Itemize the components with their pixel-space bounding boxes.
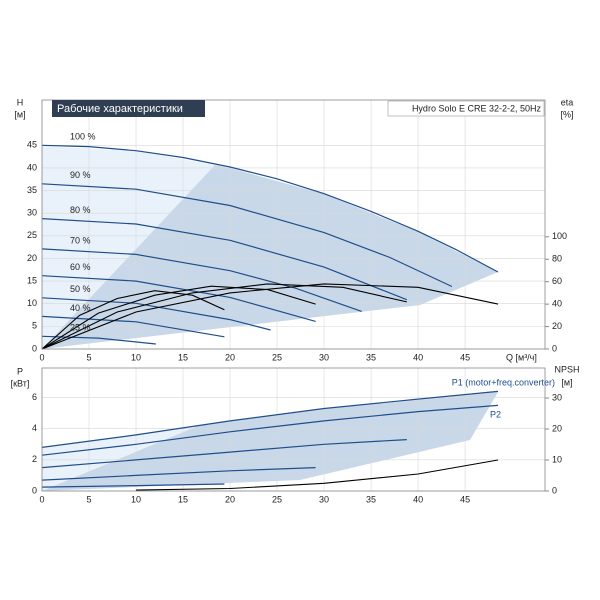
y2-label: NPSH: [554, 364, 579, 374]
x-tick-label: 10: [131, 352, 141, 362]
x-tick-label: 25: [272, 352, 282, 362]
series-line: [41, 283, 499, 350]
x-tick-label: 30: [319, 494, 329, 504]
marks: [41, 100, 545, 492]
y-tick-label: 0: [32, 343, 37, 353]
subtitle-box: [387, 100, 545, 117]
y-tick-label: 2: [32, 454, 37, 464]
y-tick-label: 45: [27, 140, 37, 150]
y2-tick-label: 30: [552, 392, 562, 402]
x-tick-label: 20: [225, 352, 235, 362]
y-tick-label: 6: [32, 392, 37, 402]
y2-tick-label: 0: [552, 343, 557, 353]
y-tick-label: 4: [32, 423, 37, 433]
x-tick-label: 40: [413, 352, 423, 362]
series-line: [41, 285, 316, 350]
x-tick-label: 5: [87, 494, 92, 504]
x-tick-label: 35: [366, 494, 376, 504]
y-tick-label: 35: [27, 185, 37, 195]
y-tick-label: 40: [27, 162, 37, 172]
y-label: P: [17, 366, 23, 376]
x-tick-label: 40: [413, 494, 423, 504]
x-tick-label: 5: [87, 352, 92, 362]
y2-tick-label: 20: [552, 423, 562, 433]
area-light: [42, 146, 215, 349]
series-line: [41, 483, 225, 488]
y2-tick-label: 100: [552, 231, 567, 241]
series-label: 50 %: [70, 284, 91, 294]
x-tick-label: 30: [319, 352, 329, 362]
y2-tick-label: 0: [552, 485, 557, 495]
y2-unit: [м]: [561, 377, 572, 387]
y-tick-label: 25: [27, 230, 37, 240]
y2-unit: [%]: [560, 109, 573, 119]
y2-tick-label: 20: [552, 321, 562, 331]
x-tick-label: 0: [39, 352, 44, 362]
x-label: Q [м³/ч]: [506, 352, 537, 362]
y-tick-label: 5: [32, 321, 37, 331]
title-box: [52, 100, 205, 117]
series-line: [41, 290, 225, 350]
series-label: 70 %: [70, 235, 91, 245]
x-tick-label: 25: [272, 494, 282, 504]
series-line: [41, 404, 499, 456]
y-tick-label: 15: [27, 275, 37, 285]
x-tick-label: 45: [460, 352, 470, 362]
y-label: H: [17, 97, 24, 107]
y2-tick-label: 80: [552, 254, 562, 264]
x-tick-label: 35: [366, 352, 376, 362]
y2-tick-label: 40: [552, 299, 562, 309]
x-tick-label: 15: [178, 494, 188, 504]
y-tick-label: 30: [27, 208, 37, 218]
y-unit: [кВт]: [11, 378, 30, 388]
y-tick-label: 10: [27, 298, 37, 308]
series-line: [135, 459, 499, 491]
series-label: 40 %: [70, 303, 91, 313]
y2-tick-label: 60: [552, 276, 562, 286]
series-label: 25 %: [70, 323, 91, 333]
series-line: [41, 315, 225, 338]
series-line: [41, 439, 407, 469]
x-tick-label: 45: [460, 494, 470, 504]
series-line: [41, 183, 453, 288]
chart-title: Рабочие характеристики: [57, 103, 183, 115]
series-line: [41, 283, 407, 350]
x-tick-label: 0: [39, 494, 44, 504]
series-line: [41, 248, 362, 312]
series-label: 80 %: [70, 205, 91, 215]
x-tick-label: 20: [225, 494, 235, 504]
subtitle: Hydro Solo E CRE 32-2-2, 50Hz: [412, 103, 542, 113]
plot-frame: [41, 99, 546, 350]
area-dark: [42, 165, 498, 349]
series-label: 100 %: [70, 132, 96, 142]
series-line: [41, 144, 499, 273]
y-tick-label: 0: [32, 485, 37, 495]
series-line: [41, 297, 271, 331]
x-tick-label: 15: [178, 352, 188, 362]
series-line: [41, 275, 316, 322]
y-unit: [м]: [14, 109, 25, 119]
series-line: [41, 390, 499, 448]
series-label: 60 %: [70, 262, 91, 272]
series-label: P1 (motor+freq.converter): [452, 378, 555, 388]
y-tick-label: 20: [27, 253, 37, 263]
series-label: P2: [490, 410, 501, 420]
series-label: 90 %: [70, 170, 91, 180]
area-dark: [42, 392, 498, 491]
series-line: [41, 467, 316, 481]
y2-label: eta: [561, 97, 574, 107]
y2-tick-label: 10: [552, 454, 562, 464]
series-line: [41, 218, 408, 301]
x-tick-label: 10: [131, 494, 141, 504]
